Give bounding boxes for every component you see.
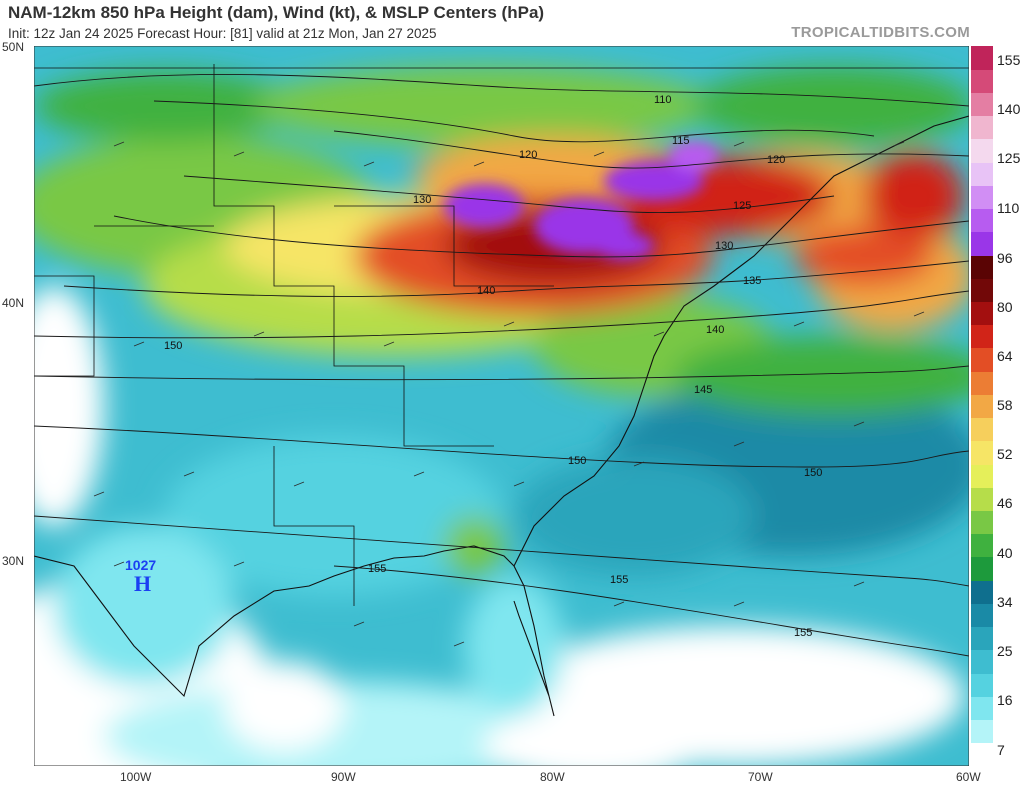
colorbar-segment bbox=[971, 673, 993, 697]
colorbar-segment bbox=[971, 162, 993, 186]
colorbar-segment bbox=[971, 440, 993, 465]
colorbar-segment bbox=[971, 371, 993, 395]
colorbar-segment bbox=[971, 46, 993, 70]
colorbar-segment bbox=[971, 394, 993, 419]
colorbar-segment bbox=[971, 231, 993, 256]
coastlines bbox=[34, 64, 969, 717]
map-title: NAM-12km 850 hPa Height (dam), Wind (kt)… bbox=[8, 3, 545, 22]
contour-label: 125 bbox=[733, 200, 751, 212]
contour-label: 155 bbox=[610, 574, 628, 586]
header: NAM-12km 850 hPa Height (dam), Wind (kt)… bbox=[0, 0, 1024, 44]
high-pressure-value: 1027 bbox=[125, 557, 156, 573]
colorbar-tick: 140 bbox=[997, 101, 1021, 117]
lat-label-40n: 40N bbox=[2, 296, 25, 310]
brand-watermark: TROPICALTIDBITS.COM bbox=[791, 24, 970, 41]
colorbar-segment bbox=[971, 556, 993, 581]
colorbar-tick: 155 bbox=[997, 52, 1021, 68]
colorbar-segment bbox=[971, 719, 993, 744]
contour-label: 115 bbox=[672, 135, 690, 147]
colorbar-segment bbox=[971, 417, 993, 442]
lon-label-80w: 80W bbox=[540, 770, 565, 784]
colorbar-tick: 40 bbox=[997, 545, 1013, 561]
colorbar-segment bbox=[971, 696, 993, 721]
colorbar-segment bbox=[971, 347, 993, 372]
contour-label: 120 bbox=[519, 149, 537, 161]
high-pressure-symbol: H bbox=[134, 571, 151, 596]
colorbar-tick: 34 bbox=[997, 594, 1013, 610]
colorbar-segment bbox=[971, 464, 993, 488]
contour-label: 130 bbox=[715, 240, 733, 252]
contour-label: 155 bbox=[368, 563, 386, 575]
colorbar-tick: 64 bbox=[997, 348, 1013, 364]
wind-barbs bbox=[93, 141, 925, 647]
colorbar-segment bbox=[971, 208, 993, 233]
colorbar-tick: 52 bbox=[997, 446, 1013, 462]
colorbar-segment bbox=[971, 185, 993, 210]
map-subtitle: Init: 12z Jan 24 2025 Forecast Hour: [81… bbox=[8, 26, 437, 41]
colorbar-segment bbox=[971, 580, 993, 604]
contour-labels: 110 115 120 120 125 130 130 135 140 140 … bbox=[164, 94, 822, 639]
colorbar-segment bbox=[971, 278, 993, 302]
contour-label: 150 bbox=[164, 340, 182, 352]
lat-label-30n: 30N bbox=[2, 554, 25, 568]
contour-label: 145 bbox=[694, 384, 712, 396]
lat-label-50n: 50N bbox=[2, 40, 25, 54]
weather-map: 110 115 120 120 125 130 130 135 140 140 … bbox=[34, 46, 969, 766]
colorbar-tick: 16 bbox=[997, 692, 1013, 708]
colorbar-segment bbox=[971, 301, 993, 326]
colorbar-segment bbox=[971, 603, 993, 628]
colorbar-segment bbox=[971, 324, 993, 349]
contour-label: 130 bbox=[413, 194, 431, 206]
high-pressure-center: 1027 H bbox=[125, 557, 156, 596]
colorbar-segment bbox=[971, 255, 993, 279]
lon-label-100w: 100W bbox=[120, 770, 152, 784]
height-contours bbox=[34, 74, 969, 657]
colorbar-tick: 58 bbox=[997, 397, 1013, 413]
colorbar-segment bbox=[971, 138, 993, 163]
color-scale-bar bbox=[971, 46, 993, 767]
colorbar-segment bbox=[971, 92, 993, 117]
lon-label-90w: 90W bbox=[331, 770, 356, 784]
colorbar-segment bbox=[971, 69, 993, 93]
contour-label: 155 bbox=[794, 627, 812, 639]
colorbar-segment bbox=[971, 115, 993, 140]
contour-label: 120 bbox=[767, 154, 785, 166]
contour-label: 110 bbox=[654, 94, 672, 106]
contour-label: 140 bbox=[477, 285, 495, 297]
colorbar-tick: 25 bbox=[997, 643, 1013, 659]
colorbar-segment bbox=[971, 510, 993, 535]
colorbar-segment bbox=[971, 742, 993, 767]
colorbar-tick: 96 bbox=[997, 250, 1013, 266]
lon-label-60w: 60W bbox=[956, 770, 981, 784]
colorbar-tick: 80 bbox=[997, 299, 1013, 315]
colorbar-segment bbox=[971, 626, 993, 651]
colorbar-tick: 46 bbox=[997, 495, 1013, 511]
colorbar-tick: 7 bbox=[997, 742, 1005, 758]
contour-label: 150 bbox=[804, 467, 822, 479]
lon-label-70w: 70W bbox=[748, 770, 773, 784]
colorbar-tick: 125 bbox=[997, 150, 1021, 166]
colorbar-segment bbox=[971, 533, 993, 558]
colorbar-segment bbox=[971, 487, 993, 511]
contour-label: 140 bbox=[706, 324, 724, 336]
contour-label: 135 bbox=[743, 275, 761, 287]
colorbar-segment bbox=[971, 649, 993, 674]
colorbar-tick: 110 bbox=[997, 200, 1020, 216]
contour-label: 150 bbox=[568, 455, 586, 467]
